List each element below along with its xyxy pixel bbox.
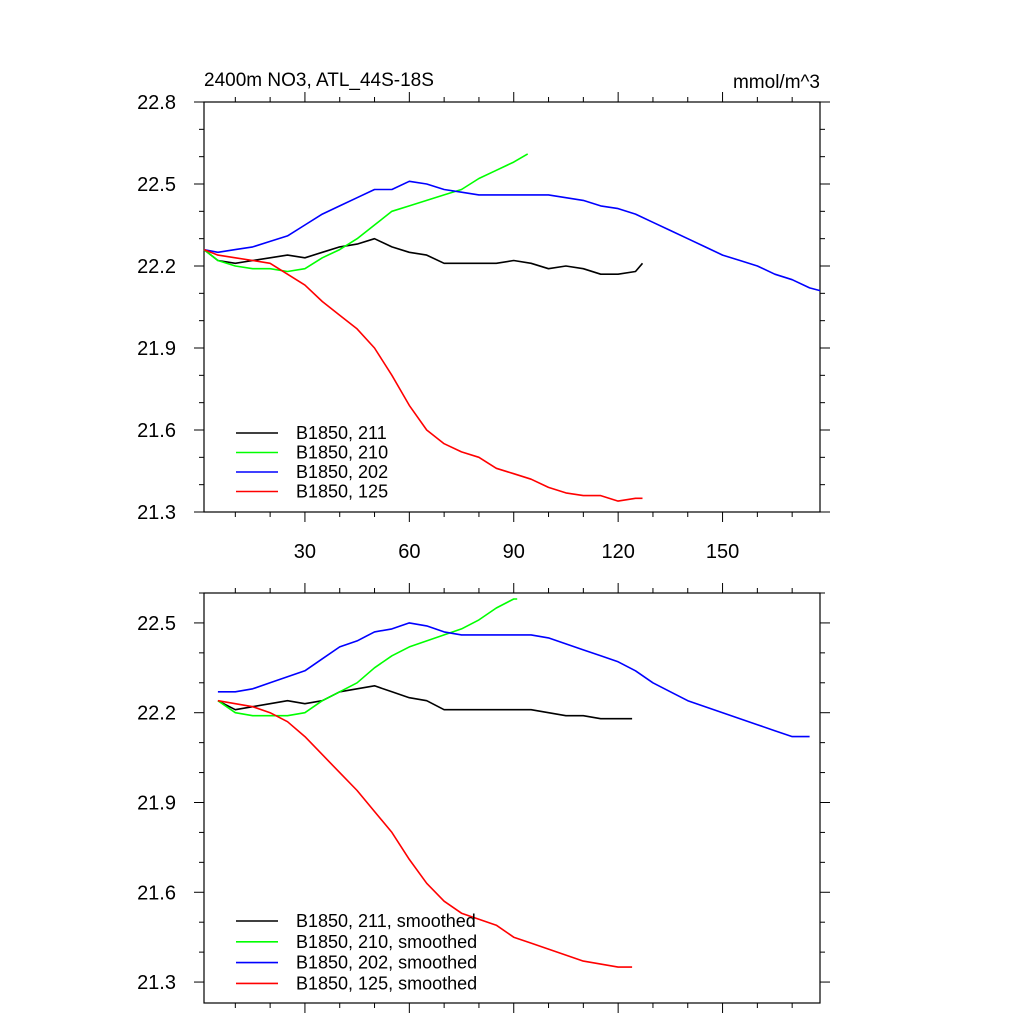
series-line-3	[217, 699, 633, 968]
series-line-0	[203, 237, 644, 276]
legend-label: B1850, 211, smoothed	[296, 911, 476, 931]
y-tick-label: 21.3	[137, 972, 176, 994]
y-tick-label: 22.8	[137, 92, 176, 114]
legend-label: B1850, 125, smoothed	[296, 973, 477, 993]
x-tick-label: 90	[503, 541, 525, 563]
legend-label: B1850, 202, smoothed	[296, 953, 477, 973]
x-tick-label: 150	[706, 541, 739, 563]
top-panel: 30 60 90 120 150 21.3 21.6 21.9 22.2 22.5 22.8 B185…	[137, 92, 830, 563]
legend-label: B1850, 210, smoothed	[296, 932, 477, 952]
y-tick-label: 21.9	[137, 338, 176, 360]
legend-label: B1850, 125	[296, 482, 388, 502]
x-tick-label: 30	[294, 541, 316, 563]
series-line-0	[217, 684, 633, 720]
plot-frame	[203, 101, 821, 513]
series-line-3	[203, 248, 643, 502]
legend-label: B1850, 211	[296, 423, 387, 443]
y-tick-label: 22.2	[137, 703, 176, 725]
chart-units: mmol/m^3	[733, 72, 820, 93]
series-line-1	[217, 598, 518, 717]
series-line-1	[203, 153, 529, 273]
legend-label: B1850, 202	[296, 462, 388, 482]
plot-frame	[203, 592, 821, 1004]
x-tick-label: 120	[601, 541, 634, 563]
series-line-2	[217, 622, 810, 738]
series-line-2	[203, 180, 821, 292]
legend-label: B1850, 210	[296, 443, 388, 463]
y-tick-label: 21.9	[137, 792, 176, 814]
x-tick-label: 60	[398, 541, 420, 563]
y-tick-label: 21.3	[137, 502, 176, 524]
y-tick-label: 21.6	[137, 420, 176, 442]
y-tick-label: 22.5	[137, 174, 176, 196]
bottom-panel: 21.3 21.6 21.9 22.2 22.5 B1850, 211, smoothed…	[137, 583, 830, 1013]
chart-title: 2400m NO3, ATL_44S-18S	[204, 70, 434, 91]
y-tick-label: 22.2	[137, 256, 176, 278]
y-tick-label: 21.6	[137, 882, 176, 904]
y-tick-label: 22.5	[137, 613, 176, 635]
